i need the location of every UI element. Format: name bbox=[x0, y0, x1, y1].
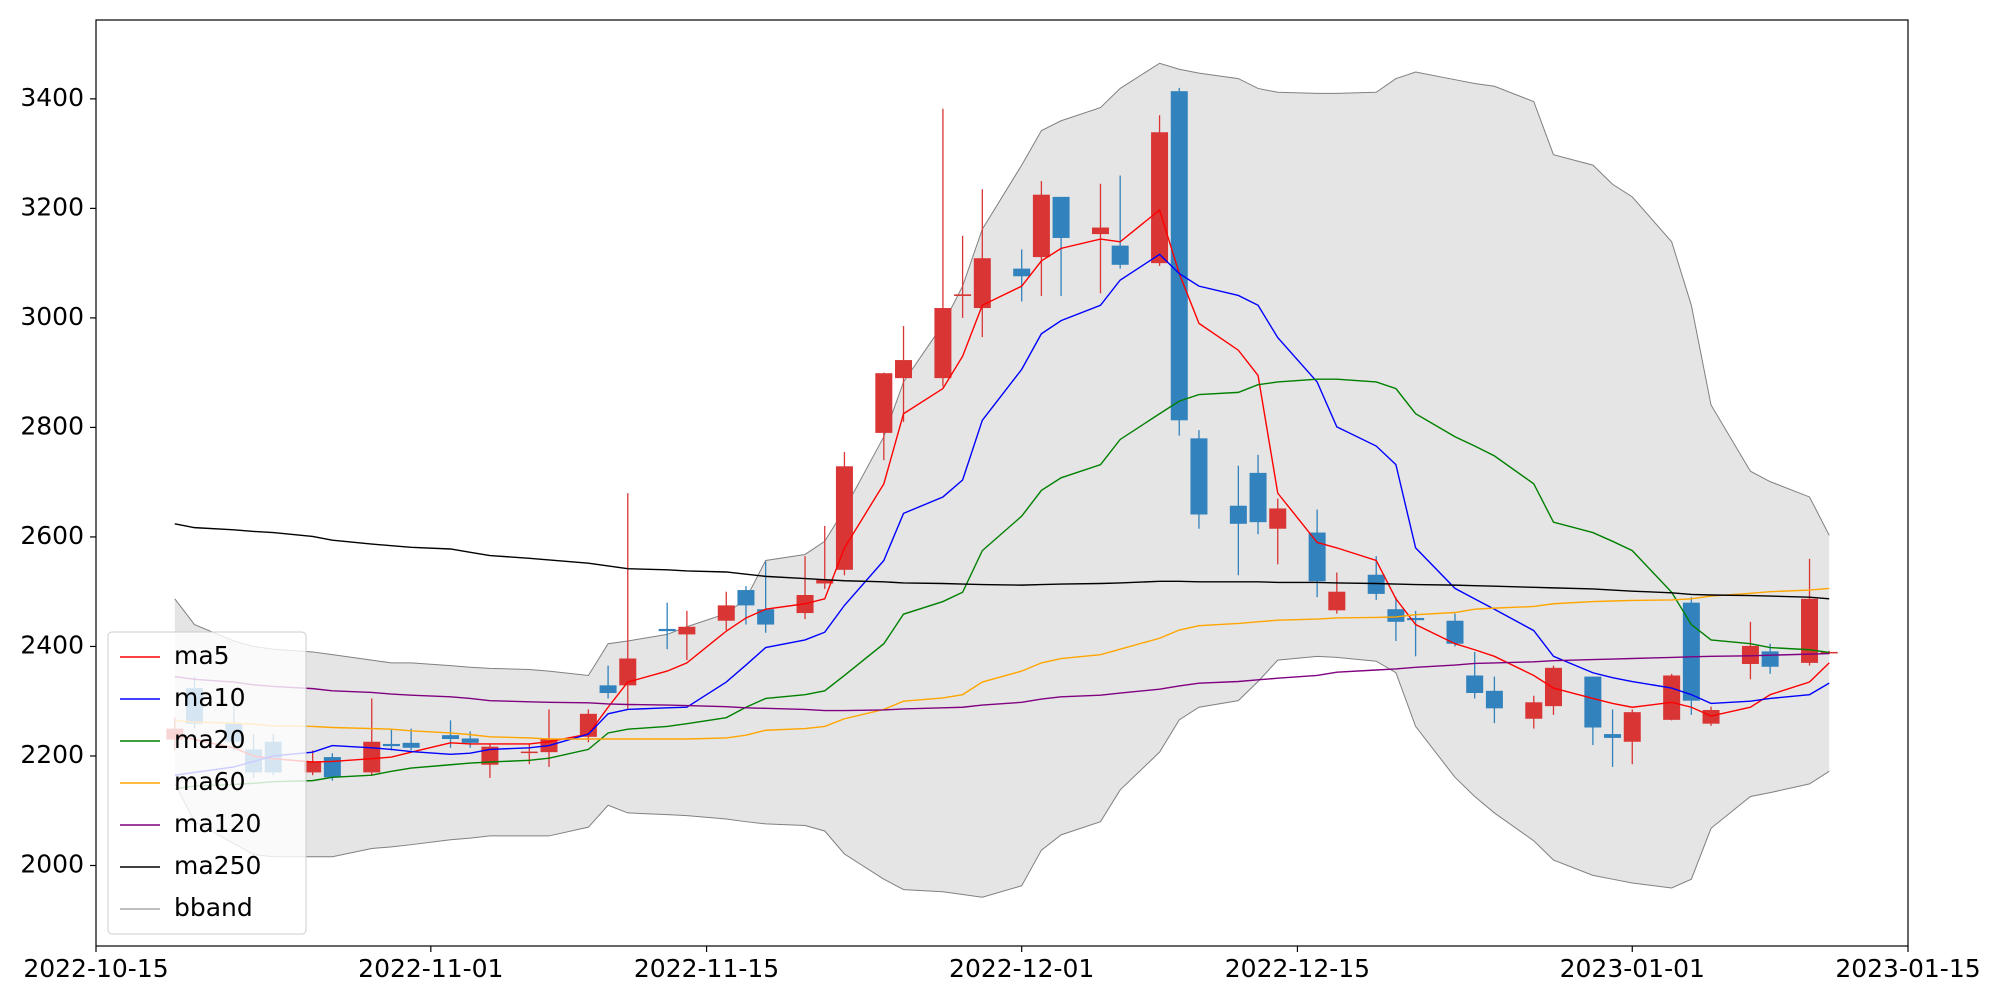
candle-body bbox=[402, 742, 420, 748]
candle-body bbox=[1702, 709, 1720, 724]
candle-body bbox=[442, 735, 460, 740]
x-tick-label: 2022-11-01 bbox=[358, 954, 503, 983]
y-tick-label: 3200 bbox=[20, 192, 84, 221]
line-layer bbox=[174, 208, 1830, 790]
candle-body bbox=[1170, 91, 1188, 421]
legend-label: ma20 bbox=[174, 725, 245, 754]
candle-body bbox=[1682, 602, 1700, 701]
candle-body bbox=[1761, 651, 1779, 667]
legend-box bbox=[107, 631, 307, 935]
candle-body bbox=[304, 761, 322, 773]
x-tick-label: 2023-01-15 bbox=[1835, 954, 1980, 983]
ma-line bbox=[174, 587, 1830, 740]
candle-body bbox=[1584, 676, 1602, 728]
band-edge bbox=[174, 655, 1830, 898]
plot-frame bbox=[95, 19, 1909, 947]
candle-body bbox=[875, 373, 893, 433]
candle-body bbox=[1308, 532, 1326, 582]
candle-body bbox=[579, 713, 597, 737]
candle-body bbox=[1801, 598, 1819, 663]
candle-body bbox=[1269, 508, 1287, 529]
candle-body bbox=[1466, 675, 1484, 694]
candle-body bbox=[1367, 574, 1385, 594]
candle-body bbox=[1091, 227, 1109, 235]
candle-body bbox=[382, 743, 400, 747]
x-tick-label: 2022-12-01 bbox=[949, 954, 1094, 983]
candle-body bbox=[835, 466, 853, 570]
ma-line bbox=[174, 652, 1830, 712]
candle-body bbox=[1249, 472, 1267, 523]
y-tick-label: 3000 bbox=[20, 302, 84, 331]
candle-body bbox=[895, 360, 913, 379]
candle-body bbox=[1190, 438, 1208, 515]
legend: ma5 ma10 ma20 ma60 ma120 ma250 bband bbox=[107, 631, 307, 935]
candle-body bbox=[737, 590, 755, 606]
candle-body bbox=[599, 685, 617, 694]
candle-body bbox=[1111, 245, 1129, 265]
legend-label: ma250 bbox=[174, 851, 261, 880]
legend-label: ma120 bbox=[174, 809, 261, 838]
candle-body bbox=[816, 579, 834, 584]
candle-body bbox=[1151, 132, 1169, 264]
ma-line bbox=[174, 378, 1830, 790]
y-tick-label: 2600 bbox=[20, 521, 84, 550]
ma-line bbox=[174, 523, 1830, 600]
candle-body bbox=[363, 741, 381, 773]
x-tick-label: 2023-01-01 bbox=[1560, 954, 1705, 983]
candle-body bbox=[1485, 690, 1503, 709]
candle-body bbox=[1525, 702, 1543, 719]
candle-body bbox=[1623, 712, 1641, 742]
candle-body bbox=[520, 751, 538, 754]
candle-body bbox=[1387, 609, 1405, 622]
candle-body bbox=[323, 757, 341, 778]
candle-body bbox=[1446, 620, 1464, 644]
x-tick-label: 2022-11-15 bbox=[634, 954, 779, 983]
y-tick-label: 2800 bbox=[20, 411, 84, 440]
legend-label: bband bbox=[174, 893, 253, 922]
candle-body bbox=[1820, 651, 1838, 654]
candle-body bbox=[757, 609, 775, 625]
candle-body bbox=[1407, 617, 1425, 621]
x-tick-label: 2022-12-15 bbox=[1225, 954, 1370, 983]
y-tick-label: 2400 bbox=[20, 630, 84, 659]
candle-body bbox=[1013, 268, 1031, 277]
bband-area bbox=[174, 63, 1830, 898]
candle-body bbox=[1032, 194, 1050, 258]
candle-body bbox=[717, 605, 735, 621]
candle-body bbox=[973, 258, 991, 309]
candle-body bbox=[1052, 196, 1070, 238]
candle-body bbox=[461, 738, 479, 743]
band-edge bbox=[174, 62, 1830, 677]
legend-label: ma10 bbox=[174, 683, 245, 712]
candle-body bbox=[1604, 734, 1622, 738]
candle-body bbox=[481, 746, 499, 765]
candle-body bbox=[619, 658, 637, 686]
ma-line bbox=[174, 208, 1830, 763]
candle-body bbox=[1229, 505, 1247, 524]
y-tick-label: 2000 bbox=[20, 850, 84, 879]
legend-label: ma60 bbox=[174, 767, 245, 796]
legend-label: ma5 bbox=[174, 641, 230, 670]
candle-body bbox=[1328, 591, 1346, 611]
candle-body bbox=[1544, 667, 1562, 707]
ma-line bbox=[174, 253, 1830, 776]
band-layer bbox=[174, 62, 1830, 898]
candle-body bbox=[1741, 645, 1759, 664]
axes-layer: 2000 2200 2400 2600 2800 3000 3200 3400 2022-10-… bbox=[20, 19, 1981, 983]
candle-body bbox=[934, 308, 952, 379]
candle-body bbox=[1663, 675, 1681, 720]
x-tick-label: 2022-10-15 bbox=[23, 954, 168, 983]
y-tick-label: 3400 bbox=[20, 83, 84, 112]
candle-body bbox=[658, 628, 676, 632]
y-tick-label: 2200 bbox=[20, 740, 84, 769]
candle-body bbox=[954, 294, 972, 296]
candle-body bbox=[678, 626, 696, 635]
